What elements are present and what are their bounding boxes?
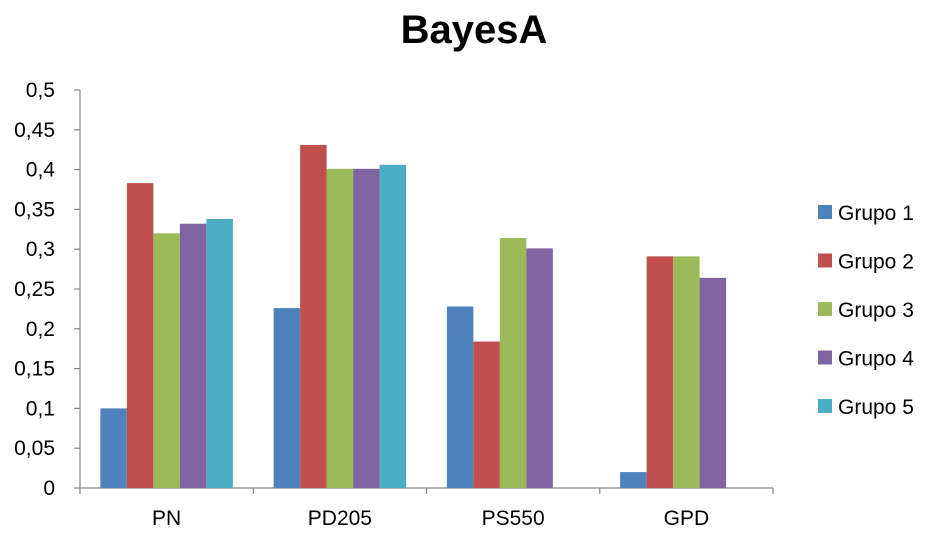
bar-pn-grupo-3 — [153, 233, 180, 488]
bar-pd205-grupo-1 — [273, 308, 301, 488]
bar-pd205-grupo-4 — [353, 168, 380, 488]
y-tick-label: 0,25 — [14, 278, 55, 301]
legend-swatch — [818, 253, 832, 268]
legend-swatch — [818, 205, 832, 219]
legend-swatch — [818, 350, 832, 365]
bar-ps550-grupo-1 — [446, 306, 474, 488]
bar-gpd-grupo-1 — [620, 472, 647, 488]
bar-pn-grupo-2 — [126, 183, 154, 488]
legend-label: Grupo 3 — [838, 299, 914, 322]
legend-label: Grupo 2 — [838, 251, 914, 274]
x-axis: PN PD205 PS550 GPD — [79, 487, 774, 530]
x-tick-label: PD205 — [308, 507, 372, 530]
legend-label: Grupo 5 — [838, 396, 914, 419]
bars — [100, 144, 727, 488]
bar-pn-grupo-4 — [179, 223, 207, 488]
y-tick-label: 0,35 — [14, 198, 55, 221]
bar-ps550-grupo-4 — [526, 248, 553, 488]
legend-swatch — [818, 399, 832, 413]
legend-label: Grupo 1 — [838, 202, 914, 225]
x-tick-label: PS550 — [482, 507, 545, 530]
y-tick-label: 0,3 — [26, 238, 55, 261]
y-tick-label: 0 — [43, 477, 55, 500]
chart-title: BayesA — [400, 8, 548, 52]
bar-gpd-grupo-2 — [646, 256, 674, 488]
y-tick-label: 0,45 — [14, 119, 55, 142]
bar-pd205-grupo-2 — [300, 144, 327, 488]
bar-gpd-grupo-4 — [699, 277, 727, 488]
bar-pd205-grupo-3 — [326, 168, 354, 488]
legend: Grupo 1 Grupo 2 Grupo 3 Grupo 4 Grupo 5 — [818, 202, 914, 419]
y-axis: 0 0,05 0,1 0,15 0,2 0,25 0,3 0,35 0,4 0,45 0,5 — [14, 79, 81, 500]
bar-pn-grupo-1 — [100, 408, 127, 488]
y-tick-label: 0,15 — [14, 358, 55, 381]
legend-swatch — [818, 302, 832, 316]
legend-label: Grupo 4 — [838, 348, 914, 371]
y-tick-label: 0,05 — [14, 437, 55, 460]
y-tick-label: 0,2 — [26, 318, 55, 341]
bar-ps550-grupo-2 — [473, 341, 500, 488]
y-tick-label: 0,4 — [26, 159, 56, 182]
x-tick-label: GPD — [664, 507, 710, 530]
y-tick-label: 0,1 — [26, 397, 55, 420]
bar-pd205-grupo-5 — [379, 164, 407, 488]
x-tick-label: PN — [152, 507, 181, 530]
bar-pn-grupo-5 — [206, 218, 233, 488]
bar-ps550-grupo-3 — [499, 238, 527, 488]
y-tick-label: 0,5 — [26, 79, 55, 102]
bar-gpd-grupo-3 — [673, 256, 700, 488]
